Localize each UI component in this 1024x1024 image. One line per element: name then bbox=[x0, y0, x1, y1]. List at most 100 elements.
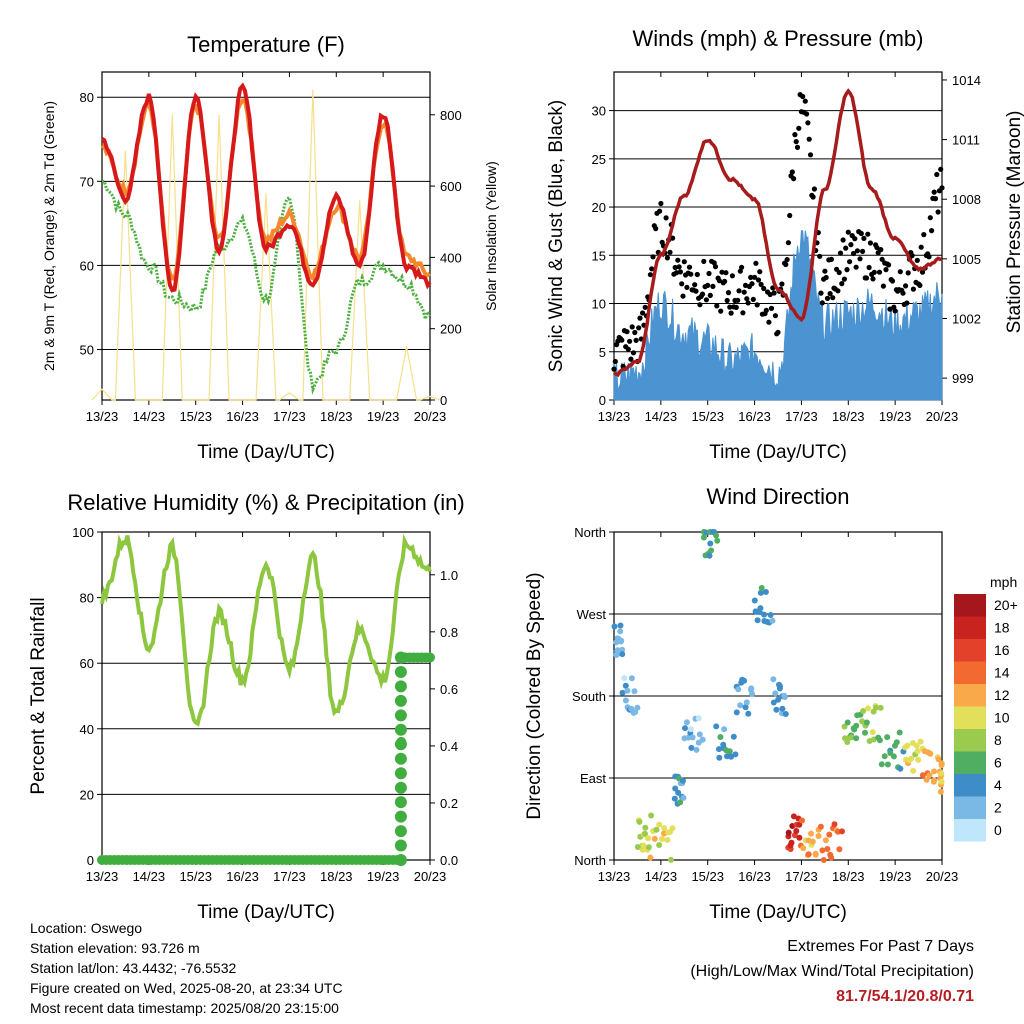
gust-point bbox=[749, 281, 755, 287]
direction-point bbox=[706, 552, 713, 559]
humidity-x-tick-label: 17/23 bbox=[273, 869, 306, 884]
direction-point bbox=[642, 824, 649, 831]
direction-point bbox=[775, 696, 782, 703]
gust-point bbox=[841, 276, 848, 282]
gust-point bbox=[860, 248, 866, 254]
temperature-x-tick-label: 16/23 bbox=[226, 409, 259, 424]
gust-point bbox=[761, 285, 767, 292]
gust-point bbox=[753, 260, 759, 266]
direction-point bbox=[896, 729, 903, 736]
gust-point bbox=[712, 264, 719, 270]
gust-point bbox=[663, 215, 669, 221]
direction-point bbox=[714, 537, 721, 544]
humidity-x-tick-label: 20/23 bbox=[414, 869, 447, 884]
gust-point bbox=[771, 290, 777, 296]
direction-point bbox=[682, 725, 688, 732]
direction-point bbox=[761, 611, 768, 618]
gust-point bbox=[628, 356, 634, 362]
precip-point bbox=[425, 652, 435, 663]
gust-point bbox=[810, 194, 816, 200]
direction-point bbox=[772, 690, 779, 697]
direction-point bbox=[687, 726, 694, 733]
temperature-ylabel-left: 2m & 9m T (Red, Orange) & 2m Td (Green) bbox=[41, 101, 57, 371]
temperature-title: Temperature (F) bbox=[187, 32, 345, 57]
temperature-ylabel-right: Solar Insolation (Yellow) bbox=[483, 161, 499, 311]
direction-point bbox=[822, 837, 829, 844]
direction-point bbox=[732, 751, 739, 758]
direction-point bbox=[754, 617, 761, 624]
gust-point bbox=[681, 259, 687, 265]
gust-point bbox=[627, 338, 633, 344]
direction-point bbox=[679, 777, 686, 784]
precip-point bbox=[394, 796, 407, 809]
winds-title: Winds (mph) & Pressure (mb) bbox=[633, 26, 924, 51]
direction-point bbox=[614, 647, 621, 654]
direction-point bbox=[769, 617, 776, 624]
direction-point bbox=[618, 637, 625, 644]
gust-point bbox=[927, 215, 933, 221]
direction-point bbox=[748, 685, 755, 692]
gust-point bbox=[874, 244, 880, 251]
temperature-y-tick-label: 70 bbox=[80, 174, 94, 189]
direction-point bbox=[613, 652, 620, 658]
winds-y-tick-label: 15 bbox=[592, 248, 606, 263]
humidity-y2-tick-label: 0.6 bbox=[440, 682, 458, 697]
direction-xlabel: Time (Day/UTC) bbox=[709, 902, 847, 923]
station-pressure-line bbox=[612, 88, 943, 377]
direction-point bbox=[743, 699, 750, 706]
dewpoint-line bbox=[101, 179, 432, 395]
legend-label: 10 bbox=[994, 710, 1010, 726]
direction-point bbox=[677, 799, 684, 806]
legend-label: 6 bbox=[994, 755, 1002, 771]
direction-point bbox=[683, 719, 690, 726]
gust-point bbox=[619, 337, 625, 343]
direction-point bbox=[622, 697, 629, 704]
direction-point bbox=[645, 844, 652, 851]
gust-point bbox=[686, 264, 693, 270]
humidity-y-tick-label: 60 bbox=[80, 656, 94, 671]
direction-x-tick-label: 19/23 bbox=[879, 869, 912, 884]
direction-point bbox=[890, 753, 897, 760]
relative-humidity-line bbox=[100, 533, 432, 727]
direction-point bbox=[848, 734, 855, 741]
direction-point bbox=[812, 851, 819, 858]
gust-point bbox=[772, 313, 779, 319]
gust-point bbox=[763, 307, 769, 313]
gust-point bbox=[932, 196, 939, 202]
gust-point bbox=[723, 270, 729, 276]
humidity-y2-tick-label: 0.0 bbox=[440, 853, 458, 868]
temperature-panel: 13/23 14/23 15/23 16/23 17/23 18/23 19/23 20/23… bbox=[80, 71, 462, 424]
direction-point bbox=[659, 836, 665, 842]
gust-point bbox=[878, 247, 884, 253]
direction-point bbox=[819, 847, 826, 854]
direction-point bbox=[817, 823, 824, 830]
gust-point bbox=[883, 267, 889, 273]
legend-label: 20+ bbox=[994, 597, 1018, 613]
gust-point bbox=[653, 226, 659, 232]
humidity-x-tick-label: 16/23 bbox=[226, 869, 259, 884]
direction-point bbox=[831, 821, 838, 828]
direction-x-tick-label: 14/23 bbox=[645, 869, 678, 884]
gust-point bbox=[611, 366, 617, 372]
gust-point bbox=[694, 271, 700, 278]
direction-point bbox=[826, 831, 833, 838]
direction-point bbox=[664, 837, 671, 843]
gust-point bbox=[768, 305, 775, 311]
direction-point bbox=[927, 750, 934, 757]
precip-point bbox=[394, 709, 407, 722]
direction-point bbox=[873, 704, 879, 711]
legend-swatch bbox=[954, 796, 986, 819]
direction-point bbox=[628, 675, 635, 682]
legend-swatch bbox=[954, 819, 986, 842]
gust-point bbox=[850, 250, 857, 257]
gust-point bbox=[624, 329, 630, 335]
precip-point bbox=[394, 680, 407, 693]
direction-point bbox=[619, 689, 626, 696]
gust-point bbox=[800, 93, 806, 100]
extremes-subheading: (High/Low/Max Wind/Total Precipitation) bbox=[690, 963, 974, 980]
direction-point bbox=[828, 854, 835, 861]
gust-point bbox=[752, 274, 758, 280]
direction-point bbox=[668, 856, 674, 863]
direction-point bbox=[897, 765, 904, 772]
gust-point bbox=[710, 283, 716, 289]
